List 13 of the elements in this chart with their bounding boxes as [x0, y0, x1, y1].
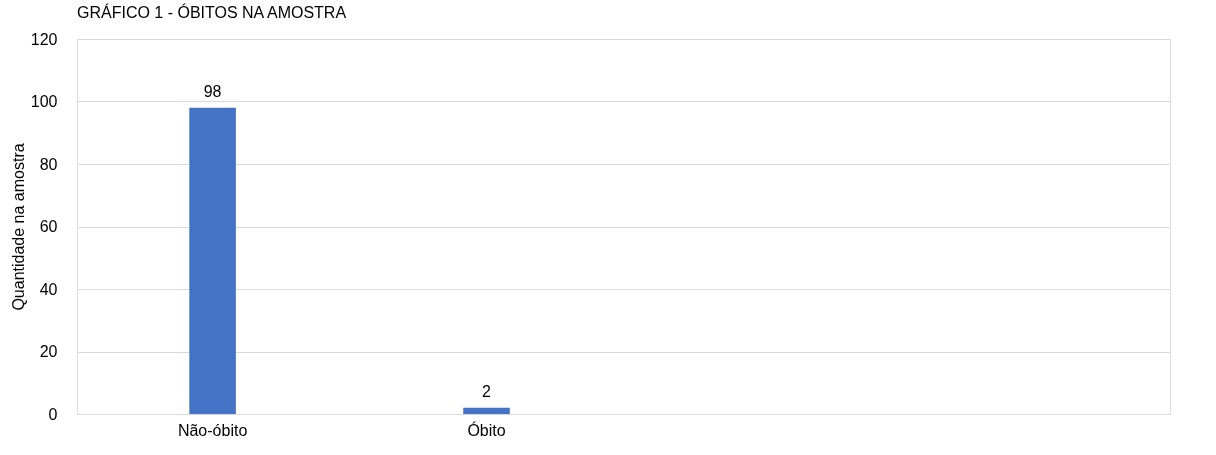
- x-tick-label: Óbito: [467, 420, 506, 439]
- x-tick-label: Não-óbito: [177, 421, 248, 439]
- y-tick-label: 0: [48, 405, 58, 423]
- y-axis-title: Quantidade na amostra: [9, 143, 27, 311]
- data-label: 98: [203, 82, 222, 100]
- y-tick-label: 80: [39, 155, 58, 173]
- y-tick-label: 20: [39, 343, 58, 360]
- y-tick-label: 60: [39, 218, 58, 235]
- data-label: 2: [482, 382, 492, 400]
- chart-title: GRÁFICO 1 - ÓBITOS NA AMOSTRA: [77, 3, 347, 21]
- y-tick-label: 40: [39, 280, 58, 298]
- y-tick-label: 100: [30, 93, 58, 110]
- y-tick-label: 120: [30, 30, 58, 48]
